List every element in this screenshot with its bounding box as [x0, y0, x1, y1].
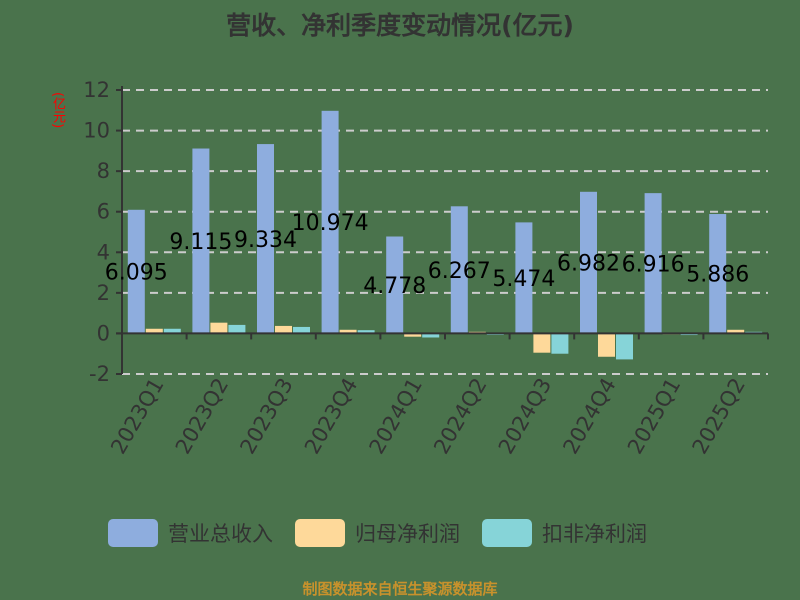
bar-2024Q4-2: [616, 333, 633, 360]
bar-2023Q1-1: [145, 328, 163, 334]
legend-label-revenue: 营业总收入: [168, 522, 273, 546]
legend-label-deducted-net-profit: 扣非净利润: [542, 522, 647, 546]
bar-2023Q3-2: [293, 326, 310, 334]
bar-2024Q1-2: [422, 333, 440, 338]
chart-title: 营收、净利季度变动情况(亿元): [226, 11, 574, 40]
y-axis-unit-label: (亿元): [50, 92, 65, 129]
bar-2023Q3-0: [257, 144, 274, 334]
legend-label-parent-net-profit: 归母净利润: [355, 522, 460, 546]
bar-2024Q3-1: [533, 333, 551, 353]
y-tick-label: 8: [97, 159, 110, 183]
x-tick-label: 2023Q4: [300, 374, 362, 458]
y-tick-label: 2: [97, 281, 110, 305]
x-tick-label: 2023Q1: [106, 374, 168, 458]
y-tick-label: 12: [83, 78, 110, 102]
x-tick-label: 2025Q2: [688, 374, 750, 458]
y-tick-label: 6: [97, 200, 110, 224]
chart-legend: 营业总收入 归母净利润 扣非净利润: [108, 518, 669, 548]
data-source-footer: 制图数据来自恒生聚源数据库: [302, 580, 498, 598]
bar-2023Q4-2: [357, 330, 375, 334]
bar-2023Q4-1: [339, 329, 357, 334]
x-tick-label: 2023Q3: [235, 374, 297, 458]
legend-item-revenue[interactable]: 营业总收入: [108, 518, 273, 548]
revenue-data-label: 6.916: [622, 252, 685, 277]
bar-2023Q1-0: [127, 209, 145, 334]
y-tick-label: 10: [83, 119, 110, 143]
revenue-data-label: 9.334: [234, 228, 297, 253]
revenue-data-label: 9.115: [169, 230, 232, 255]
bar-2025Q2-0: [709, 214, 727, 334]
bar-2024Q3-0: [515, 222, 533, 334]
bar-2023Q1-2: [163, 328, 181, 334]
y-tick-label: 0: [97, 321, 110, 345]
legend-swatch-revenue: [108, 519, 158, 547]
y-tick-label: -2: [89, 362, 110, 386]
legend-item-deducted-net-profit[interactable]: 扣非净利润: [482, 518, 647, 548]
revenue-data-label: 5.886: [686, 263, 749, 288]
revenue-data-label: 6.267: [428, 259, 491, 284]
bar-2024Q1-1: [404, 333, 422, 337]
bar-2024Q4-0: [580, 191, 597, 334]
revenue-data-label: 4.778: [363, 274, 426, 299]
legend-swatch-deducted-net-profit: [482, 519, 532, 547]
bar-2025Q2-1: [727, 329, 745, 334]
revenue-data-label: 6.095: [105, 261, 168, 286]
x-tick-label: 2024Q1: [365, 374, 427, 458]
bar-2023Q4-0: [321, 110, 339, 334]
revenue-data-label: 5.474: [492, 267, 555, 292]
bar-2023Q3-1: [275, 325, 292, 334]
x-tick-label: 2023Q2: [171, 374, 233, 458]
bar-2024Q2-0: [450, 206, 468, 334]
revenue-data-label: 10.974: [292, 211, 369, 236]
x-tick-label: 2025Q1: [623, 374, 685, 458]
revenue-data-label: 6.982: [557, 252, 620, 277]
legend-item-parent-net-profit[interactable]: 归母净利润: [295, 518, 460, 548]
bar-2024Q1-0: [386, 236, 404, 334]
bar-2024Q4-1: [598, 333, 615, 357]
legend-swatch-parent-net-profit: [295, 519, 345, 547]
bar-2023Q2-1: [210, 322, 228, 334]
x-tick-label: 2024Q4: [558, 374, 620, 458]
x-tick-label: 2024Q2: [429, 374, 491, 458]
bar-2023Q2-0: [192, 148, 210, 334]
bar-2023Q2-2: [228, 324, 246, 334]
bar-2024Q3-2: [551, 333, 569, 354]
x-tick-label: 2024Q3: [494, 374, 556, 458]
bar-2025Q1-0: [644, 193, 662, 334]
y-tick-label: 4: [97, 240, 110, 264]
